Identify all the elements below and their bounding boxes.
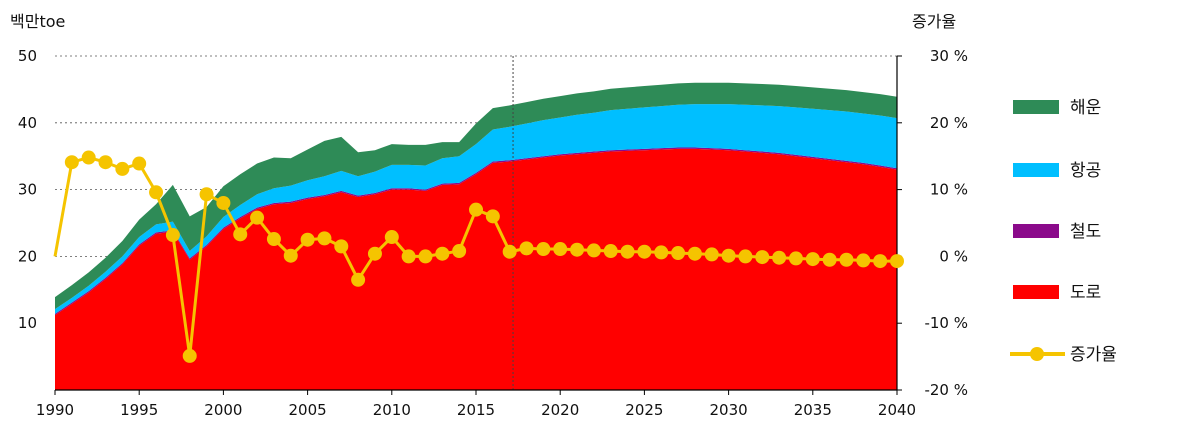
legend-swatch-shipping	[1013, 100, 1059, 114]
growth-point-1992	[81, 150, 96, 165]
growth-rate-series	[53, 150, 904, 363]
legend-swatch-aviation	[1013, 163, 1059, 177]
x-tick-label-2000: 2000	[204, 401, 242, 419]
x-tick-label-1995: 1995	[120, 401, 158, 419]
legend-label-aviation: 항공	[1070, 161, 1101, 181]
growth-point-2022	[586, 243, 601, 258]
legend: 해운 항공 철도 도로 증가율	[1010, 98, 1117, 365]
growth-point-1994	[115, 161, 130, 176]
x-tick-label-2010: 2010	[373, 401, 411, 419]
stacked-areas	[55, 82, 897, 390]
growth-point-2026	[654, 245, 669, 260]
growth-point-2039	[873, 254, 888, 269]
growth-point-2030	[721, 248, 736, 263]
x-tick-label-2030: 2030	[710, 401, 748, 419]
growth-point-2013	[435, 246, 450, 261]
growth-point-1995	[132, 156, 147, 171]
legend-marker-growth	[1030, 347, 1044, 361]
left-tick-label-10: 10	[18, 314, 37, 332]
left-tick-label-50: 50	[18, 47, 37, 65]
growth-point-2008	[351, 272, 366, 287]
growth-point-1996	[149, 185, 164, 200]
legend-swatch-rail	[1013, 224, 1059, 238]
growth-point-2034	[788, 251, 803, 266]
right-tick-label-1: 20 %	[930, 114, 968, 132]
left-tick-label-30: 30	[18, 181, 37, 199]
growth-point-2016	[485, 209, 500, 224]
growth-point-2040	[890, 254, 904, 269]
legend-label-growth: 증가율	[1070, 345, 1117, 365]
right-tick-label-3: 0 %	[939, 247, 968, 265]
growth-point-2015	[469, 202, 483, 217]
x-tick-label-2020: 2020	[541, 401, 579, 419]
x-tick-label-2040: 2040	[878, 401, 916, 419]
growth-point-2003	[266, 232, 281, 247]
x-tick-label-2025: 2025	[625, 401, 663, 419]
right-tick-label-0: 30 %	[930, 47, 968, 65]
growth-point-1998	[182, 348, 197, 363]
x-tick-label-1990: 1990	[36, 401, 74, 419]
legend-swatch-road	[1013, 285, 1059, 299]
growth-point-2033	[772, 250, 787, 265]
growth-point-2001	[233, 227, 248, 242]
growth-point-2000	[216, 195, 231, 210]
legend-label-shipping: 해운	[1070, 98, 1101, 118]
right-tick-label-5: -20 %	[924, 381, 968, 399]
growth-point-2038	[856, 253, 871, 268]
growth-point-2028	[687, 246, 702, 261]
growth-point-2036	[822, 252, 837, 267]
growth-point-2029	[704, 247, 719, 262]
left-tick-label-20: 20	[18, 247, 37, 265]
growth-point-2024	[620, 244, 635, 259]
left-tick-label-40: 40	[18, 114, 37, 132]
x-tick-label-2035: 2035	[794, 401, 832, 419]
growth-point-2014	[452, 244, 467, 259]
x-tick-label-2015: 2015	[457, 401, 495, 419]
growth-point-2009	[367, 246, 382, 261]
growth-point-2005	[300, 232, 315, 247]
growth-point-1991	[64, 155, 79, 170]
growth-point-2035	[805, 252, 820, 267]
growth-point-2031	[738, 249, 753, 264]
growth-point-2037	[839, 252, 854, 267]
right-tick-label-4: -10 %	[924, 314, 968, 332]
area-shipping	[55, 82, 897, 310]
growth-point-2020	[553, 242, 568, 257]
growth-point-2025	[637, 244, 652, 259]
growth-point-2032	[755, 250, 770, 265]
growth-point-2019	[536, 242, 551, 257]
growth-point-2011	[401, 249, 416, 264]
tick-labels: 1990 1995 2000 2005 2010 2015 2020 2025 2030 2035…	[18, 47, 968, 419]
growth-point-2006	[317, 231, 332, 246]
growth-point-1997	[165, 228, 180, 243]
growth-point-2007	[334, 239, 349, 254]
growth-point-2021	[570, 242, 585, 257]
area-road	[55, 148, 897, 390]
growth-point-2018	[519, 241, 534, 256]
right-tick-label-2: 10 %	[930, 181, 968, 199]
right-axis-unit-label: 증가율	[912, 12, 956, 31]
growth-point-2017	[502, 244, 517, 259]
growth-point-2012	[418, 249, 433, 264]
growth-point-1999	[199, 187, 214, 202]
growth-point-2010	[384, 230, 399, 245]
legend-label-rail: 철도	[1070, 222, 1101, 242]
growth-point-2027	[671, 246, 686, 261]
left-axis-unit-label: 백만toe	[10, 12, 65, 31]
growth-point-2023	[603, 244, 618, 259]
legend-label-road: 도로	[1070, 283, 1101, 303]
area-aviation	[55, 104, 897, 314]
growth-point-2002	[250, 210, 265, 225]
x-tick-label-2005: 2005	[289, 401, 327, 419]
growth-point-2004	[283, 248, 298, 263]
growth-point-1993	[98, 155, 113, 170]
